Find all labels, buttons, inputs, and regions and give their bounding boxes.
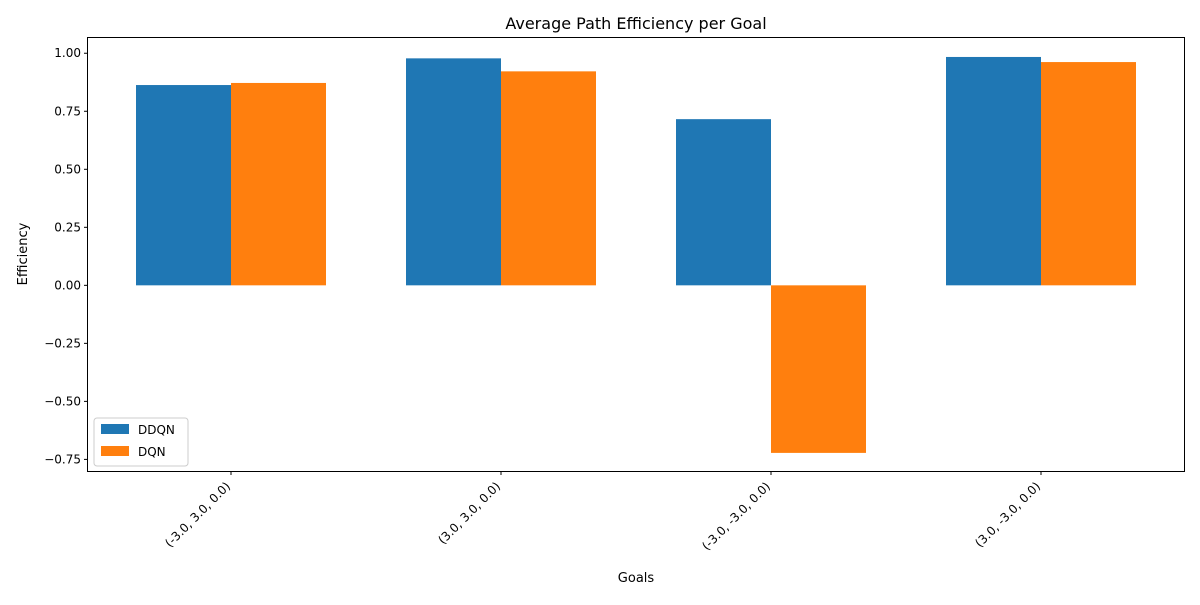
x-tick-label: (3.0, -3.0, 0.0) — [972, 479, 1043, 550]
y-tick-label: 1.00 — [54, 46, 81, 60]
legend: DDQN DQN — [93, 417, 189, 467]
legend-swatch-ddqn — [101, 424, 129, 434]
y-axis-label: Efficiency — [16, 222, 31, 285]
x-tick-label: (-3.0, -3.0, 0.0) — [699, 479, 773, 553]
bar-dqn-3 — [771, 285, 866, 453]
bar-ddqn-2 — [406, 58, 501, 286]
x-tick-label: (3.0, 3.0, 0.0) — [435, 479, 503, 547]
y-tick-label: 0.25 — [54, 220, 81, 234]
legend-swatch-dqn — [101, 446, 129, 456]
y-tick-label: −0.50 — [44, 394, 81, 408]
bar-ddqn-3 — [676, 119, 771, 286]
chart-title: Average Path Efficiency per Goal — [505, 14, 766, 33]
y-tick-label: 0.75 — [54, 104, 81, 118]
x-axis-label: Goals — [618, 571, 655, 586]
legend-label-dqn: DQN — [138, 445, 166, 459]
legend-label-ddqn: DDQN — [138, 423, 175, 437]
y-tick-label: 0.00 — [54, 278, 81, 292]
bar-ddqn-1 — [136, 85, 231, 286]
bars-group — [136, 56, 1136, 453]
bar-dqn-2 — [501, 71, 596, 286]
x-axis: (-3.0, 3.0, 0.0) (3.0, 3.0, 0.0) (-3.0, -3… — [162, 471, 1043, 553]
bar-dqn-1 — [231, 82, 326, 286]
y-tick-label: −0.75 — [44, 452, 81, 466]
y-tick-label: 0.50 — [54, 162, 81, 176]
y-tick-label: −0.25 — [44, 336, 81, 350]
plot-frame — [87, 37, 1185, 472]
bar-ddqn-4 — [946, 56, 1041, 286]
bar-dqn-4 — [1041, 62, 1136, 286]
x-tick-label: (-3.0, 3.0, 0.0) — [162, 479, 233, 550]
y-axis: −0.75 −0.50 −0.25 0.00 0.25 0.50 0.75 1.00 — [44, 46, 88, 466]
